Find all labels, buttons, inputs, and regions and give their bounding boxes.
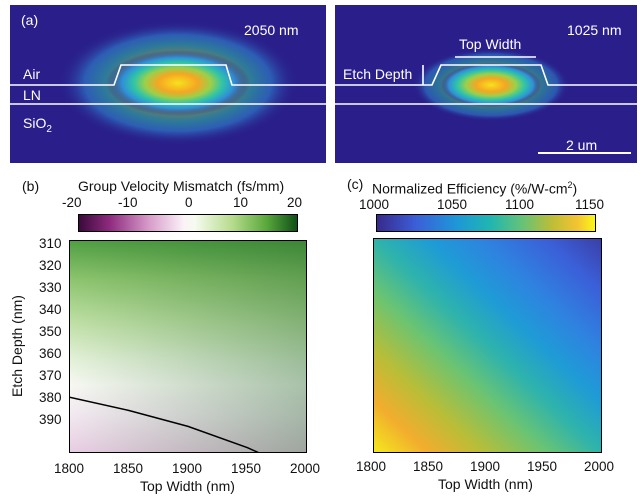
wavelength-2050-label: 2050 nm	[244, 22, 299, 38]
gvm-zero-contour	[69, 396, 260, 453]
sio2-base: SiO	[23, 115, 47, 131]
y-tick: 360	[39, 346, 62, 361]
x-tick: 1900	[470, 459, 501, 474]
y-tick: 330	[39, 280, 62, 295]
x-tick: 1950	[527, 459, 558, 474]
sio2-subscript: 2	[46, 123, 52, 135]
y-tick: 320	[39, 258, 62, 273]
gvm-colorbar-tick: 10	[233, 195, 249, 210]
air-label: Air	[23, 66, 41, 82]
mode-profile-2050nm: (a) 2050 nm Air LN SiO2	[10, 5, 326, 163]
scale-bar-label: 2 um	[566, 137, 598, 153]
etch-depth-annotation: Etch Depth	[343, 66, 413, 82]
wavelength-1025-label: 1025 nm	[567, 22, 622, 38]
x-tick: 2000	[290, 461, 321, 476]
gvm-colorbar-tick: -20	[62, 195, 82, 210]
y-tick: 350	[39, 324, 62, 339]
panel-c-label: (c)	[347, 176, 364, 192]
gvm-plot-frame	[69, 240, 307, 453]
gvm-colorbar-tick: 0	[185, 195, 193, 210]
y-tick: 380	[39, 390, 62, 405]
gvm-colorbar	[78, 214, 298, 232]
y-tick: 370	[39, 368, 62, 383]
x-tick: 1800	[54, 461, 85, 476]
efficiency-colorbar-tick: 1150	[575, 197, 605, 212]
mode-profile-1025nm: 1025 nm Top Width Etch Depth 2 um	[335, 5, 637, 163]
gvm-colorbar-title: Group Velocity Mismatch (fs/mm)	[78, 178, 285, 194]
efficiency-heatmap	[373, 238, 602, 453]
x-tick: 1850	[113, 461, 144, 476]
efficiency-colorbar-tick: 1000	[359, 197, 390, 212]
gvm-colorbar-tick: 20	[287, 195, 303, 210]
y-tick: 390	[39, 412, 62, 427]
gvm-heatmap	[69, 240, 307, 453]
efficiency-title-end: )	[572, 180, 578, 197]
gvm-xlabel: Top Width (nm)	[140, 478, 235, 494]
y-tick: 310	[39, 236, 62, 251]
efficiency-title-sup: 2	[567, 180, 573, 190]
efficiency-colorbar-tick: 1050	[437, 197, 468, 212]
gvm-plot-area	[69, 396, 260, 453]
top-width-annotation: Top Width	[459, 36, 522, 52]
gvm-ylabel: Etch Depth (nm)	[9, 295, 25, 397]
x-tick: 2000	[584, 459, 615, 474]
mode-profile-1025nm-graphic	[335, 49, 637, 154]
efficiency-title-main: Normalized Efficiency (%/W-cm	[372, 180, 568, 197]
efficiency-colorbar-title: Normalized Efficiency (%/W-cm2)	[372, 180, 577, 197]
x-tick: 1950	[231, 461, 262, 476]
x-tick: 1800	[356, 459, 387, 474]
efficiency-colorbar-tick: 1100	[505, 197, 535, 212]
y-tick: 340	[39, 302, 62, 317]
x-tick: 1850	[413, 459, 444, 474]
x-tick: 1900	[172, 461, 203, 476]
ln-label: LN	[23, 87, 41, 103]
panel-b-label: (b)	[22, 178, 40, 194]
panel-a-label: (a)	[21, 12, 39, 28]
efficiency-colorbar	[376, 214, 596, 232]
gvm-colorbar-tick: -10	[118, 195, 138, 210]
mode-profile-2050nm-graphic	[10, 21, 326, 145]
efficiency-xlabel: Top Width (nm)	[438, 476, 533, 492]
sio2-label: SiO2	[23, 115, 52, 135]
